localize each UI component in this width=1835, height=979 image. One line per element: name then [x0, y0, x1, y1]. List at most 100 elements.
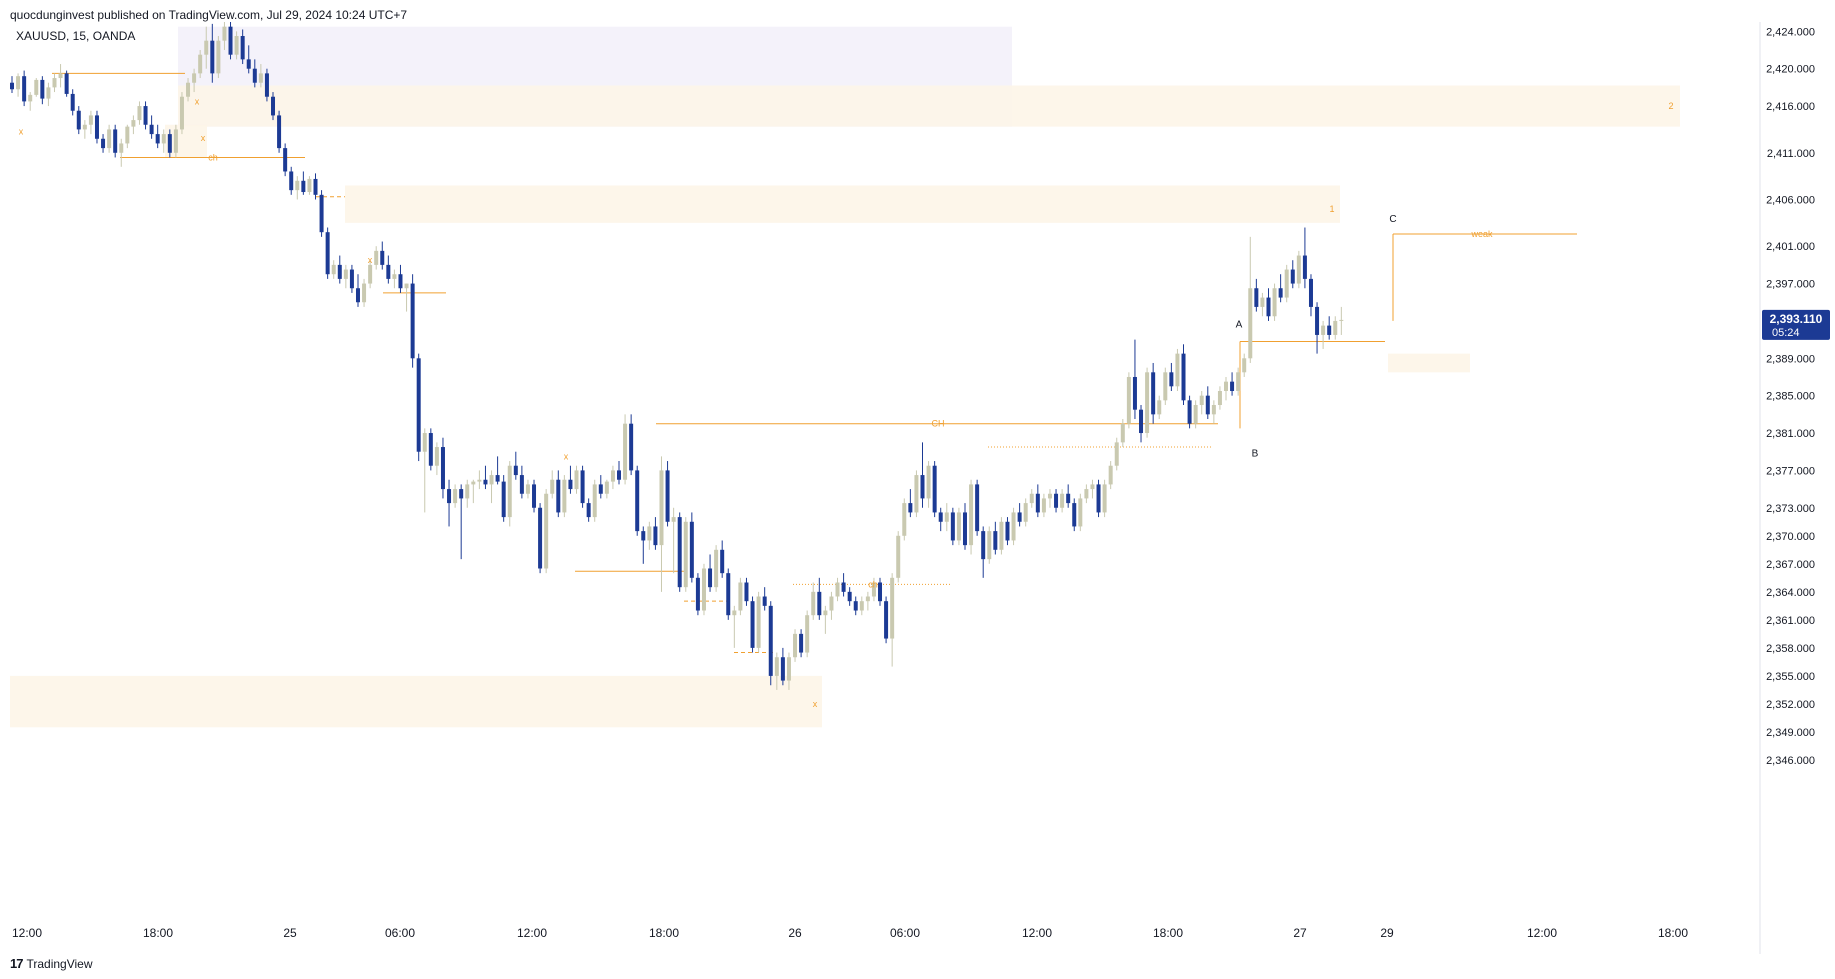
candle-body: [878, 582, 883, 602]
candle: [1169, 362, 1174, 391]
candle-body: [64, 73, 69, 94]
price-tick-label: 2,411.000: [1767, 148, 1815, 160]
candle: [1102, 479, 1107, 518]
candle-body: [404, 283, 409, 289]
candle-body: [374, 250, 379, 265]
candle: [969, 479, 974, 555]
candle: [368, 260, 373, 289]
candle-body: [1078, 498, 1083, 527]
label-x: x: [19, 126, 24, 136]
candle-body: [1157, 400, 1162, 415]
footer-branding[interactable]: 17 TradingView: [10, 956, 93, 971]
candle-body: [143, 106, 148, 125]
candle: [70, 89, 75, 116]
candle-body: [635, 470, 640, 532]
candle: [750, 596, 755, 653]
candle: [938, 507, 943, 532]
candle-body: [410, 283, 415, 359]
candle: [738, 577, 743, 616]
candle-body: [938, 512, 943, 522]
chart-canvas[interactable]: CH ch ch weak A B C 1 2 x x x x x x 2,424.000 2,420.000…: [0, 22, 1835, 954]
price-tick-label: 2,346.000: [1766, 755, 1815, 767]
candle: [884, 596, 889, 644]
candle: [349, 264, 354, 293]
candle-body: [1114, 442, 1119, 466]
candle-body: [604, 481, 609, 494]
candle: [507, 461, 512, 527]
price-tick-label: 2,381.000: [1766, 428, 1815, 440]
candle-body: [1333, 320, 1338, 335]
candle: [580, 465, 585, 508]
candle-body: [113, 129, 118, 153]
candle: [416, 353, 421, 462]
candle: [538, 503, 543, 574]
candle: [950, 507, 955, 546]
price-axis[interactable]: 2,424.000 2,420.000 2,416.000 2,411.000 2,40…: [1766, 26, 1815, 767]
candle-body: [926, 465, 931, 499]
candle-body: [786, 657, 791, 681]
candle: [198, 50, 203, 79]
candle-body: [167, 134, 172, 153]
candle: [1041, 493, 1046, 518]
candle-body: [252, 68, 257, 83]
label-weak: weak: [1470, 229, 1493, 239]
candle-body: [234, 36, 239, 55]
candle: [161, 129, 166, 153]
candle: [793, 629, 798, 662]
candle: [623, 414, 628, 485]
candle: [88, 110, 93, 135]
candle: [544, 489, 549, 574]
candle-body: [902, 503, 907, 536]
candle: [1017, 503, 1022, 527]
candle: [313, 173, 318, 200]
price-tick-label: 2,397.000: [1766, 279, 1815, 291]
candle: [689, 512, 694, 583]
candle-body: [434, 447, 439, 466]
candle: [1175, 348, 1180, 391]
candle: [635, 465, 640, 536]
candle-body: [28, 94, 33, 102]
candle-body: [228, 26, 233, 55]
candle-body: [277, 115, 282, 149]
candle-body: [155, 134, 160, 144]
candle-body: [580, 470, 585, 504]
candle: [58, 64, 63, 88]
orange-zone-1: [345, 185, 1340, 223]
candle: [46, 82, 51, 107]
candle-body: [1145, 372, 1150, 434]
candle: [440, 437, 445, 499]
candle: [167, 129, 172, 158]
candle-body: [380, 250, 385, 265]
price-tick-label: 2,352.000: [1766, 699, 1815, 711]
price-tick-label: 2,406.000: [1766, 194, 1815, 206]
candle: [677, 512, 682, 592]
candle-body: [629, 423, 634, 471]
candle-body: [1199, 395, 1204, 406]
label-1: 1: [1329, 204, 1334, 214]
label-x: x: [201, 133, 206, 143]
candle: [1248, 236, 1253, 363]
candle: [835, 577, 840, 602]
candle: [319, 190, 324, 237]
price-tick-label: 2,401.000: [1766, 241, 1815, 253]
time-tick-label: 18:00: [1153, 926, 1183, 940]
candle-body: [131, 120, 136, 127]
candle: [1096, 479, 1101, 518]
candle: [762, 587, 767, 611]
price-tick-label: 2,349.000: [1766, 727, 1815, 739]
time-tick-label: 25: [283, 926, 297, 940]
candle-body: [750, 601, 755, 648]
candle: [222, 22, 227, 51]
label-ch: ch: [208, 152, 218, 162]
candle: [113, 124, 118, 158]
time-tick-label: 29: [1380, 926, 1394, 940]
candle: [471, 479, 476, 504]
candle: [1060, 489, 1065, 513]
time-axis[interactable]: 12:00 18:00 25 06:00 12:00 18:00 26 06:00 12:00 1…: [12, 926, 1688, 940]
candle-body: [592, 484, 597, 518]
candle-body: [161, 134, 166, 144]
price-chart[interactable]: CH ch ch weak A B C 1 2 x x x x x x 2,424.000 2,420.000…: [0, 22, 1835, 954]
candle: [896, 531, 901, 583]
candle-body: [532, 484, 537, 508]
label-x: x: [813, 699, 818, 709]
